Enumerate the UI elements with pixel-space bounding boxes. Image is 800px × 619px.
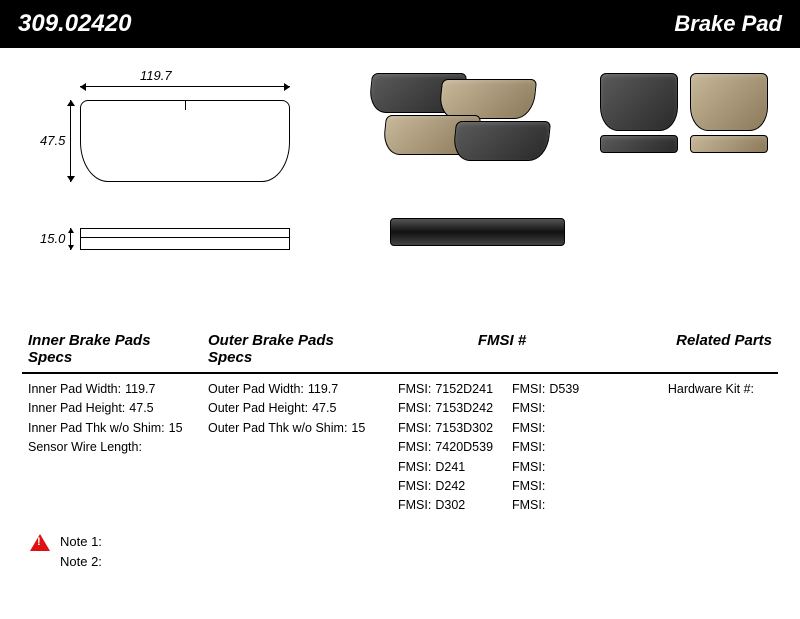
fmsi-value: 7152D241 bbox=[435, 382, 493, 396]
related-parts-header: Related Parts bbox=[622, 328, 778, 372]
pad-photo-piece bbox=[600, 135, 678, 153]
pad-side-outline bbox=[80, 228, 290, 250]
outer-specs-header: Outer Brake Pads Specs bbox=[202, 328, 382, 372]
dimension-width-line bbox=[80, 86, 290, 87]
fmsi-value: D241 bbox=[435, 460, 465, 474]
fmsi-row: FMSI: bbox=[502, 399, 616, 418]
related-row: Hardware Kit #: bbox=[628, 380, 758, 399]
fmsi-label: FMSI: bbox=[512, 440, 545, 454]
fmsi-column-left: FMSI:7152D241FMSI:7153D242FMSI:7153D302F… bbox=[388, 380, 502, 516]
outer-spec-value: 119.7 bbox=[308, 382, 338, 396]
dimension-height-label: 47.5 bbox=[40, 133, 65, 148]
outer-spec-row: Outer Pad Height: 47.5 bbox=[208, 399, 376, 418]
fmsi-label: FMSI: bbox=[398, 401, 431, 415]
fmsi-column: FMSI:7152D241FMSI:7153D242FMSI:7153D302F… bbox=[382, 378, 622, 518]
dimension-thickness-label: 15.0 bbox=[40, 231, 65, 246]
fmsi-value: D242 bbox=[435, 479, 465, 493]
pad-photo-piece bbox=[438, 79, 537, 119]
fmsi-label: FMSI: bbox=[398, 498, 431, 512]
warning-icon bbox=[30, 534, 50, 551]
inner-spec-row: Inner Pad Height: 47.5 bbox=[28, 399, 196, 418]
notes-text: Note 1: Note 2: bbox=[60, 532, 106, 574]
inner-spec-label: Inner Pad Thk w/o Shim: bbox=[28, 421, 165, 435]
outer-spec-label: Outer Pad Width: bbox=[208, 382, 304, 396]
related-label: Hardware Kit #: bbox=[668, 382, 754, 396]
inner-spec-value: 15 bbox=[169, 421, 183, 435]
fmsi-label: FMSI: bbox=[398, 460, 431, 474]
fmsi-row: FMSI: bbox=[502, 438, 616, 457]
inner-spec-row: Sensor Wire Length: bbox=[28, 438, 196, 457]
pad-edge-photo bbox=[390, 218, 565, 246]
inner-spec-label: Inner Pad Height: bbox=[28, 401, 125, 415]
fmsi-value: 7153D302 bbox=[435, 421, 493, 435]
outer-spec-value: 15 bbox=[351, 421, 365, 435]
fmsi-label: FMSI: bbox=[398, 440, 431, 454]
fmsi-label: FMSI: bbox=[512, 382, 545, 396]
inner-specs-column: Inner Pad Width: 119.7Inner Pad Height: 47… bbox=[22, 378, 202, 518]
fmsi-value: D539 bbox=[549, 382, 579, 396]
inner-spec-label: Sensor Wire Length: bbox=[28, 440, 142, 454]
product-title: Brake Pad bbox=[674, 11, 782, 37]
fmsi-value: D302 bbox=[435, 498, 465, 512]
fmsi-value: 7153D242 bbox=[435, 401, 493, 415]
fmsi-label: FMSI: bbox=[398, 421, 431, 435]
header-bar: 309.02420 Brake Pad bbox=[0, 0, 800, 48]
dimension-width-label: 119.7 bbox=[140, 68, 172, 83]
inner-spec-row: Inner Pad Width: 119.7 bbox=[28, 380, 196, 399]
inner-spec-value: 47.5 bbox=[129, 401, 153, 415]
fmsi-row: FMSI: bbox=[502, 419, 616, 438]
fmsi-row: FMSI: 7420D539 bbox=[388, 438, 502, 457]
notes-section: Note 1: Note 2: bbox=[0, 518, 800, 574]
fmsi-value: 7420D539 bbox=[435, 440, 493, 454]
dimension-height-line bbox=[70, 100, 71, 182]
pad-photo-piece bbox=[690, 73, 768, 131]
note-1: Note 1: bbox=[60, 532, 106, 553]
image-area: 119.7 47.5 15.0 bbox=[0, 48, 800, 328]
fmsi-row: FMSI: 7152D241 bbox=[388, 380, 502, 399]
related-parts-column: Hardware Kit #: bbox=[622, 378, 778, 518]
note-2-label: Note 2: bbox=[60, 554, 102, 569]
section-headers: Inner Brake Pads Specs Outer Brake Pads … bbox=[22, 328, 778, 374]
specs-section: Inner Brake Pads Specs Outer Brake Pads … bbox=[0, 328, 800, 518]
pad-photo-piece bbox=[600, 73, 678, 131]
outer-spec-row: Outer Pad Thk w/o Shim: 15 bbox=[208, 419, 376, 438]
fmsi-label: FMSI: bbox=[512, 421, 545, 435]
inner-spec-label: Inner Pad Width: bbox=[28, 382, 121, 396]
inner-spec-row: Inner Pad Thk w/o Shim: 15 bbox=[28, 419, 196, 438]
fmsi-row: FMSI: 7153D242 bbox=[388, 399, 502, 418]
note-2: Note 2: bbox=[60, 552, 106, 573]
fmsi-row: FMSI: D242 bbox=[388, 477, 502, 496]
pad-front-outline bbox=[80, 100, 290, 182]
fmsi-label: FMSI: bbox=[512, 401, 545, 415]
fmsi-column-right: FMSI: D539 FMSI: FMSI: FMSI: FMSI: FMSI: FMSI: bbox=[502, 380, 616, 516]
outer-spec-value: 47.5 bbox=[312, 401, 336, 415]
fmsi-label: FMSI: bbox=[512, 498, 545, 512]
pad-photo-piece bbox=[690, 135, 768, 153]
fmsi-label: FMSI: bbox=[398, 382, 431, 396]
inner-specs-header: Inner Brake Pads Specs bbox=[22, 328, 202, 372]
fmsi-label: FMSI: bbox=[512, 460, 545, 474]
fmsi-row: FMSI: bbox=[502, 458, 616, 477]
outer-spec-row: Outer Pad Width: 119.7 bbox=[208, 380, 376, 399]
fmsi-row: FMSI: D241 bbox=[388, 458, 502, 477]
pad-photo-piece bbox=[452, 121, 551, 161]
fmsi-label: FMSI: bbox=[512, 479, 545, 493]
fmsi-label: FMSI: bbox=[398, 479, 431, 493]
outer-specs-column: Outer Pad Width: 119.7Outer Pad Height: 47… bbox=[202, 378, 382, 518]
fmsi-row: FMSI: bbox=[502, 477, 616, 496]
fmsi-row: FMSI: 7153D302 bbox=[388, 419, 502, 438]
note-1-label: Note 1: bbox=[60, 534, 102, 549]
fmsi-row: FMSI: bbox=[502, 496, 616, 515]
inner-spec-value: 119.7 bbox=[125, 382, 155, 396]
outer-spec-label: Outer Pad Thk w/o Shim: bbox=[208, 421, 347, 435]
outer-spec-label: Outer Pad Height: bbox=[208, 401, 308, 415]
dimension-thickness-line bbox=[70, 228, 71, 250]
fmsi-header: FMSI # bbox=[382, 328, 622, 372]
fmsi-row: FMSI: D302 bbox=[388, 496, 502, 515]
specs-body: Inner Pad Width:119.7Inner Pad Height:47… bbox=[22, 374, 778, 518]
fmsi-row: FMSI: D539 bbox=[502, 380, 616, 399]
part-number: 309.02420 bbox=[18, 10, 131, 38]
